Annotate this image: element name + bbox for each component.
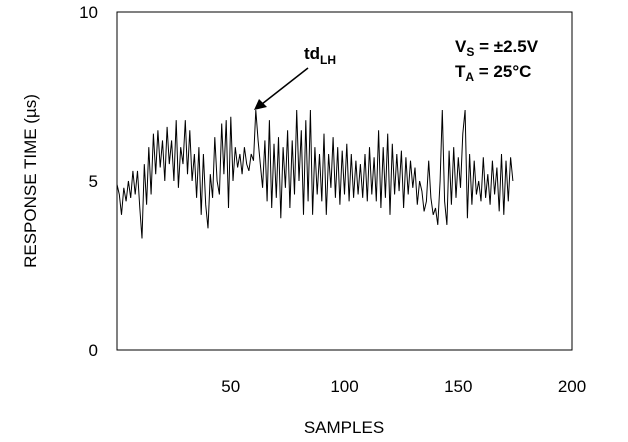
x-tick-label-150: 150: [444, 377, 472, 396]
condition-vs-value: = ±2.5V: [474, 37, 538, 56]
annotation-main: td: [304, 44, 320, 63]
y-tick-label-0: 0: [89, 341, 98, 360]
x-tick-label-50: 50: [221, 377, 240, 396]
annotation-arrow-line: [261, 67, 309, 105]
plot-frame: [116, 11, 573, 351]
condition-ta-value: = 25°C: [474, 62, 531, 81]
annotation-arrow-head: [254, 99, 267, 110]
svg-text:tdLH: tdLH: [304, 44, 336, 67]
condition-ta-sub: A: [465, 70, 474, 84]
y-axis-label: RESPONSE TIME (µs): [21, 94, 40, 268]
condition-ta-main: T: [455, 62, 466, 81]
condition-vs-main: V: [455, 37, 467, 56]
annotation-sub: LH: [320, 53, 336, 67]
y-tick-label-5: 5: [89, 172, 98, 191]
y-tick-label-10: 10: [79, 3, 98, 22]
condition-vs-sub: S: [466, 45, 474, 59]
test-conditions: VS = ±2.5V TA = 25°C: [455, 37, 539, 84]
svg-text:TA = 25°C: TA = 25°C: [455, 62, 531, 84]
x-tick-label-200: 200: [558, 377, 586, 396]
x-tick-label-100: 100: [330, 377, 358, 396]
x-axis-ticks: 50 100 150 200: [221, 377, 586, 396]
x-axis-label: SAMPLES: [304, 418, 384, 437]
svg-text:VS = ±2.5V: VS = ±2.5V: [455, 37, 539, 59]
y-axis-ticks: 0 5 10: [79, 3, 98, 360]
series-line-tdlh: [116, 109, 514, 239]
annotation-tdlh: tdLH: [254, 44, 336, 110]
